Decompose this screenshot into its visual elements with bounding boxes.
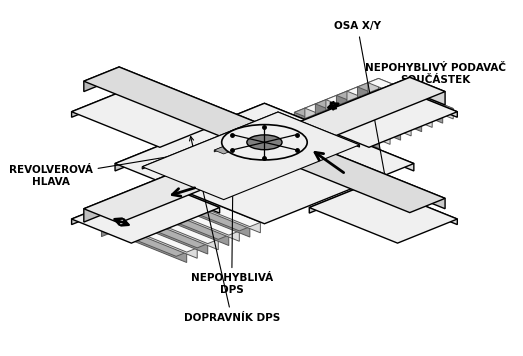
Polygon shape xyxy=(315,104,390,145)
Ellipse shape xyxy=(222,125,307,160)
Polygon shape xyxy=(397,88,457,117)
Polygon shape xyxy=(347,91,422,132)
Polygon shape xyxy=(251,152,260,157)
Polygon shape xyxy=(294,108,380,142)
Polygon shape xyxy=(224,146,233,152)
Polygon shape xyxy=(175,192,260,227)
Polygon shape xyxy=(133,209,144,224)
Polygon shape xyxy=(275,138,285,144)
Polygon shape xyxy=(175,192,186,207)
Text: NEPOHYBLIVÝ PODAVAČ
SOUČÁSTEK: NEPOHYBLIVÝ PODAVAČ SOUČÁSTEK xyxy=(365,63,506,113)
Polygon shape xyxy=(305,104,390,138)
Polygon shape xyxy=(241,152,251,157)
Polygon shape xyxy=(112,218,122,232)
Polygon shape xyxy=(368,83,442,123)
Text: OSA X/Y: OSA X/Y xyxy=(334,21,387,182)
Polygon shape xyxy=(369,183,457,225)
Polygon shape xyxy=(379,78,453,119)
Polygon shape xyxy=(112,222,187,262)
Polygon shape xyxy=(160,183,220,213)
Polygon shape xyxy=(133,214,208,254)
Polygon shape xyxy=(241,152,260,159)
Polygon shape xyxy=(72,183,220,243)
Polygon shape xyxy=(175,197,250,237)
Polygon shape xyxy=(144,205,229,239)
Polygon shape xyxy=(228,135,237,141)
Polygon shape xyxy=(358,87,432,127)
Polygon shape xyxy=(122,214,133,228)
Polygon shape xyxy=(315,100,401,134)
Polygon shape xyxy=(259,141,268,147)
Polygon shape xyxy=(255,132,274,140)
Polygon shape xyxy=(122,214,208,248)
Text: DOPRAVNÍK DPS: DOPRAVNÍK DPS xyxy=(184,136,280,323)
Polygon shape xyxy=(72,88,131,117)
Polygon shape xyxy=(84,67,445,213)
Polygon shape xyxy=(144,209,218,250)
Polygon shape xyxy=(84,67,119,91)
Polygon shape xyxy=(294,108,305,123)
Polygon shape xyxy=(119,67,445,209)
Polygon shape xyxy=(368,78,453,113)
Polygon shape xyxy=(336,91,422,126)
Polygon shape xyxy=(309,88,457,147)
Polygon shape xyxy=(131,88,220,129)
Polygon shape xyxy=(72,183,160,225)
Polygon shape xyxy=(309,88,397,129)
Text: NEPOHYBLIVÁ
DPS: NEPOHYBLIVÁ DPS xyxy=(191,147,273,295)
Polygon shape xyxy=(347,87,358,101)
Polygon shape xyxy=(214,146,233,154)
Polygon shape xyxy=(154,201,240,235)
Polygon shape xyxy=(249,141,259,147)
Polygon shape xyxy=(309,183,369,213)
Polygon shape xyxy=(122,218,197,258)
Polygon shape xyxy=(133,209,218,244)
Polygon shape xyxy=(347,87,432,121)
Polygon shape xyxy=(154,201,165,215)
Polygon shape xyxy=(165,201,240,241)
Polygon shape xyxy=(265,132,274,138)
Polygon shape xyxy=(368,78,379,93)
Polygon shape xyxy=(336,95,411,136)
Polygon shape xyxy=(265,103,414,171)
Polygon shape xyxy=(410,77,445,105)
Polygon shape xyxy=(278,112,359,147)
Polygon shape xyxy=(186,192,260,233)
Polygon shape xyxy=(112,218,197,252)
Polygon shape xyxy=(237,135,247,141)
Polygon shape xyxy=(255,132,265,138)
Polygon shape xyxy=(115,103,265,171)
Polygon shape xyxy=(214,146,224,152)
Polygon shape xyxy=(358,83,442,117)
Polygon shape xyxy=(142,112,359,200)
Polygon shape xyxy=(154,205,229,246)
Polygon shape xyxy=(249,141,268,148)
Polygon shape xyxy=(72,88,220,147)
Polygon shape xyxy=(305,108,380,148)
Polygon shape xyxy=(228,135,247,143)
Text: REVOLVEROVÁ
HLAVA: REVOLVEROVÁ HLAVA xyxy=(9,145,230,187)
Polygon shape xyxy=(326,95,336,110)
Polygon shape xyxy=(326,95,411,130)
Polygon shape xyxy=(101,222,187,256)
Polygon shape xyxy=(309,183,457,243)
Polygon shape xyxy=(326,100,401,140)
Polygon shape xyxy=(165,197,175,211)
Polygon shape xyxy=(315,100,326,114)
Polygon shape xyxy=(84,77,445,223)
Polygon shape xyxy=(165,197,250,231)
Polygon shape xyxy=(84,77,410,222)
Polygon shape xyxy=(285,138,294,144)
Ellipse shape xyxy=(247,135,282,150)
Polygon shape xyxy=(144,205,154,220)
Polygon shape xyxy=(115,103,414,224)
Polygon shape xyxy=(305,104,315,119)
Polygon shape xyxy=(275,138,294,146)
Polygon shape xyxy=(336,91,347,106)
Polygon shape xyxy=(358,83,368,97)
Polygon shape xyxy=(142,112,278,169)
Polygon shape xyxy=(101,222,112,237)
